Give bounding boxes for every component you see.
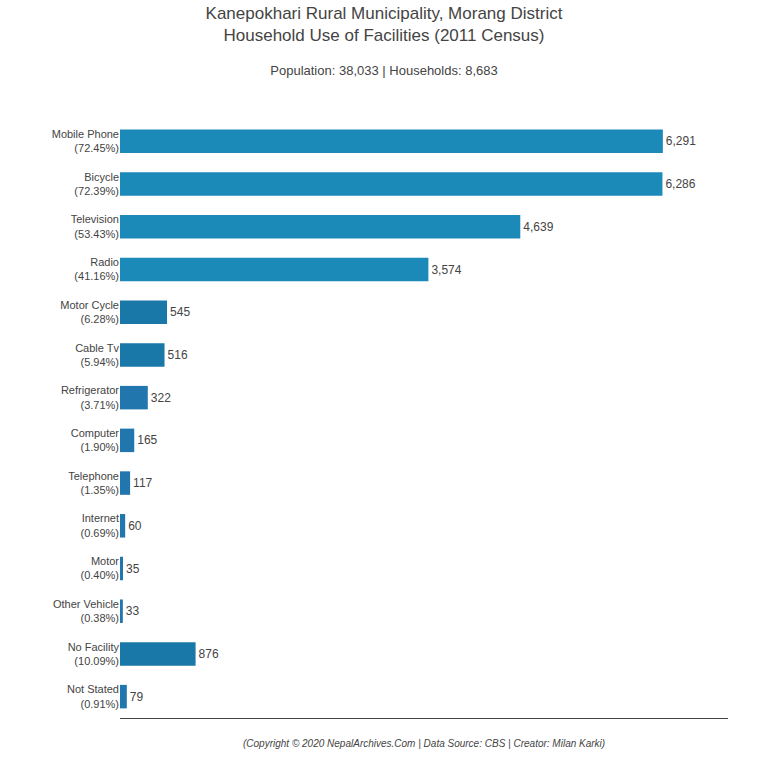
svg-text:Kanepokhari Rural Municipality: Kanepokhari Rural Municipality, Morang D… [206, 4, 563, 45]
svg-text:No Facility(10.09%): No Facility(10.09%) [68, 641, 120, 667]
svg-text:165: 165 [137, 433, 157, 447]
svg-text:545: 545 [170, 305, 190, 319]
svg-text:6,291: 6,291 [666, 134, 696, 148]
svg-text:4,639: 4,639 [523, 220, 553, 234]
svg-text:Radio(41.16%): Radio(41.16%) [74, 256, 119, 282]
svg-text:516: 516 [168, 348, 188, 362]
svg-text:Refrigerator(3.71%): Refrigerator(3.71%) [61, 384, 119, 410]
svg-text:60: 60 [128, 519, 142, 533]
svg-text:117: 117 [133, 476, 152, 490]
svg-text:Computer(1.90%): Computer(1.90%) [71, 427, 120, 453]
svg-text:79: 79 [130, 690, 144, 704]
svg-text:Other Vehicle(0.38%): Other Vehicle(0.38%) [53, 598, 119, 624]
svg-text:35: 35 [126, 562, 140, 576]
svg-text:Internet(0.69%): Internet(0.69%) [80, 512, 119, 538]
svg-text:33: 33 [126, 604, 140, 618]
svg-text:Not Stated(0.91%): Not Stated(0.91%) [67, 683, 119, 709]
svg-text:Motor(0.40%): Motor(0.40%) [80, 555, 119, 581]
svg-text:Cable Tv(5.94%): Cable Tv(5.94%) [75, 342, 119, 368]
svg-text:Motor Cycle(6.28%): Motor Cycle(6.28%) [60, 299, 119, 325]
svg-text:Mobile Phone(72.45%): Mobile Phone(72.45%) [52, 128, 119, 154]
svg-text:876: 876 [199, 647, 219, 661]
svg-text:6,286: 6,286 [665, 177, 695, 191]
svg-text:3,574: 3,574 [431, 263, 461, 277]
svg-text:322: 322 [151, 391, 171, 405]
svg-text:Bicycle(72.39%): Bicycle(72.39%) [74, 171, 119, 197]
svg-text:Population: 38,033 | Household: Population: 38,033 | Households: 8,683 [270, 63, 497, 78]
svg-text:(Copyright © 2020 NepalArchive: (Copyright © 2020 NepalArchives.Com | Da… [243, 738, 605, 749]
svg-text:Telephone(1.35%): Telephone(1.35%) [68, 470, 119, 496]
svg-text:Television(53.43%): Television(53.43%) [71, 213, 119, 239]
